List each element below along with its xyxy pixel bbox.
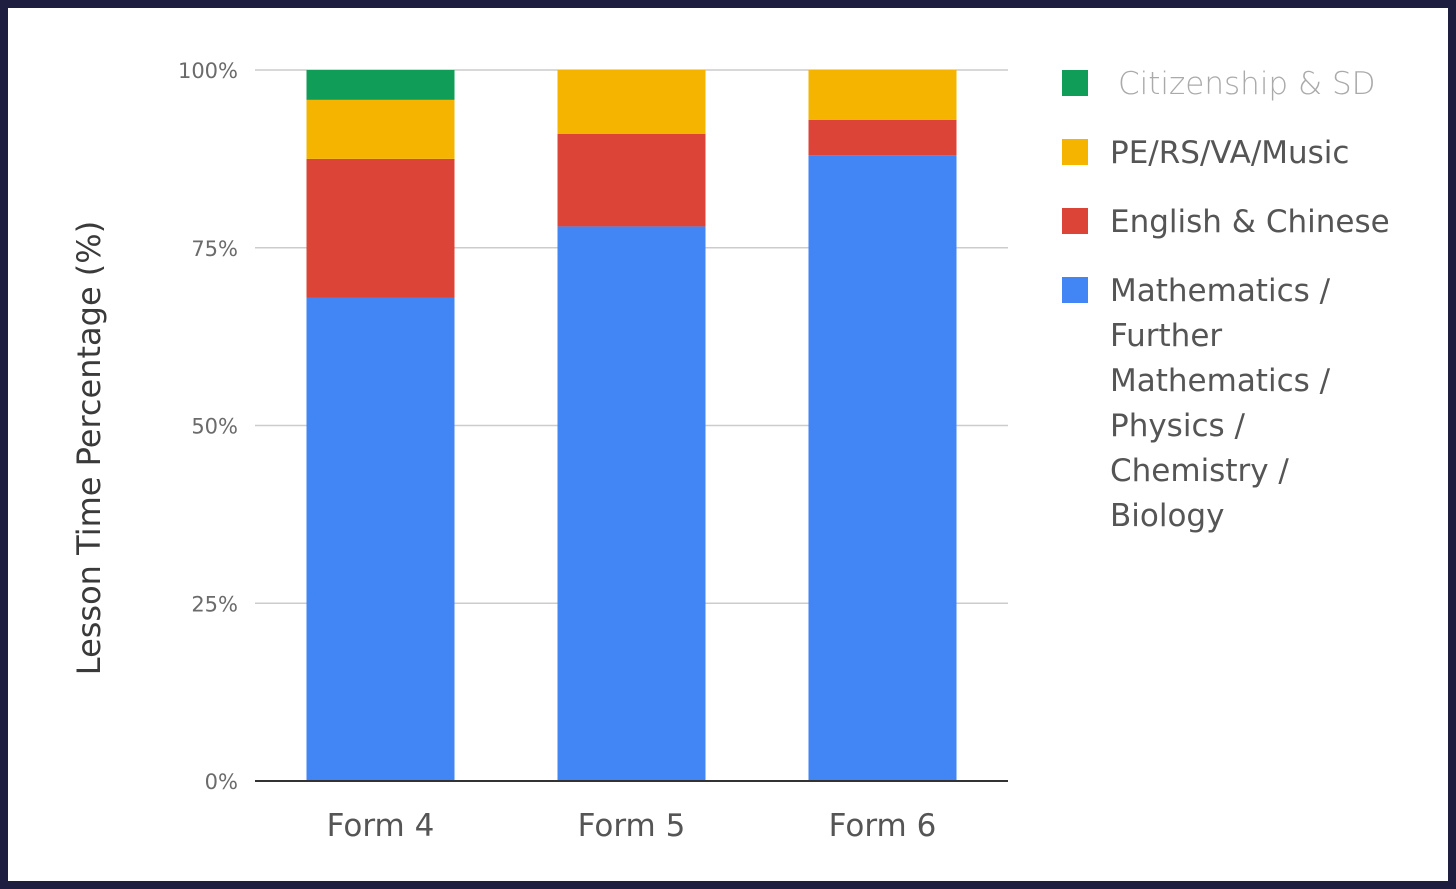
- legend-item: PE/RS/VA/Music: [1062, 135, 1349, 171]
- legend-swatch: [1062, 70, 1088, 96]
- bar-segment: [808, 70, 957, 120]
- legend-swatch: [1062, 277, 1088, 303]
- bar-segment: [306, 99, 455, 159]
- bar-segment: [557, 133, 706, 227]
- legend-item: Citizenship & SD: [1062, 66, 1376, 102]
- y-tick-label: 25%: [191, 592, 238, 616]
- legend-swatch: [1062, 139, 1088, 165]
- bar-segment: [808, 119, 957, 156]
- x-category-label: Form 4: [327, 808, 435, 844]
- y-tick-labels: 0% 25% 50% 75% 100%: [178, 59, 238, 794]
- legend-item: Mathematics / Further Mathematics / Physics…: [1062, 273, 1331, 534]
- legend-label: Mathematics /: [1110, 363, 1331, 399]
- bar-stack: [557, 70, 706, 782]
- legend-label: Biology: [1110, 498, 1224, 534]
- legend-item: English & Chinese: [1062, 204, 1390, 240]
- bar-stack: [306, 70, 455, 781]
- legend-label: English & Chinese: [1110, 204, 1390, 240]
- legend: Citizenship & SD PE/RS/VA/Music English & …: [1062, 66, 1390, 534]
- bar-stacks: [306, 70, 957, 782]
- bar-segment: [557, 226, 706, 782]
- legend-label: Citizenship & SD: [1118, 66, 1376, 102]
- legend-label: Physics /: [1110, 408, 1245, 444]
- x-category-label: Form 5: [578, 808, 686, 844]
- y-tick-label: 50%: [191, 415, 238, 439]
- legend-label: Chemistry /: [1110, 453, 1289, 489]
- bar-segment: [306, 158, 455, 298]
- y-axis-title: Lesson Time Percentage (%): [70, 221, 108, 675]
- legend-label: Further: [1110, 318, 1222, 354]
- x-category-label: Form 6: [829, 808, 937, 844]
- y-tick-label: 0%: [205, 770, 238, 794]
- y-tick-label: 75%: [191, 237, 238, 261]
- x-category-labels: Form 4 Form 5 Form 6: [327, 808, 937, 844]
- stacked-bar-chart: 0% 25% 50% 75% 100% Form 4 Form 5 Form 6 Lesso…: [70, 59, 1390, 844]
- bar-segment: [557, 70, 706, 134]
- y-tick-label: 100%: [178, 59, 238, 83]
- legend-label: PE/RS/VA/Music: [1110, 135, 1349, 171]
- bar-segment: [306, 297, 455, 781]
- legend-swatch: [1062, 208, 1088, 234]
- bar-stack: [808, 70, 957, 781]
- bar-segment: [306, 70, 455, 100]
- legend-label: Mathematics /: [1110, 273, 1331, 309]
- bar-segment: [808, 155, 957, 781]
